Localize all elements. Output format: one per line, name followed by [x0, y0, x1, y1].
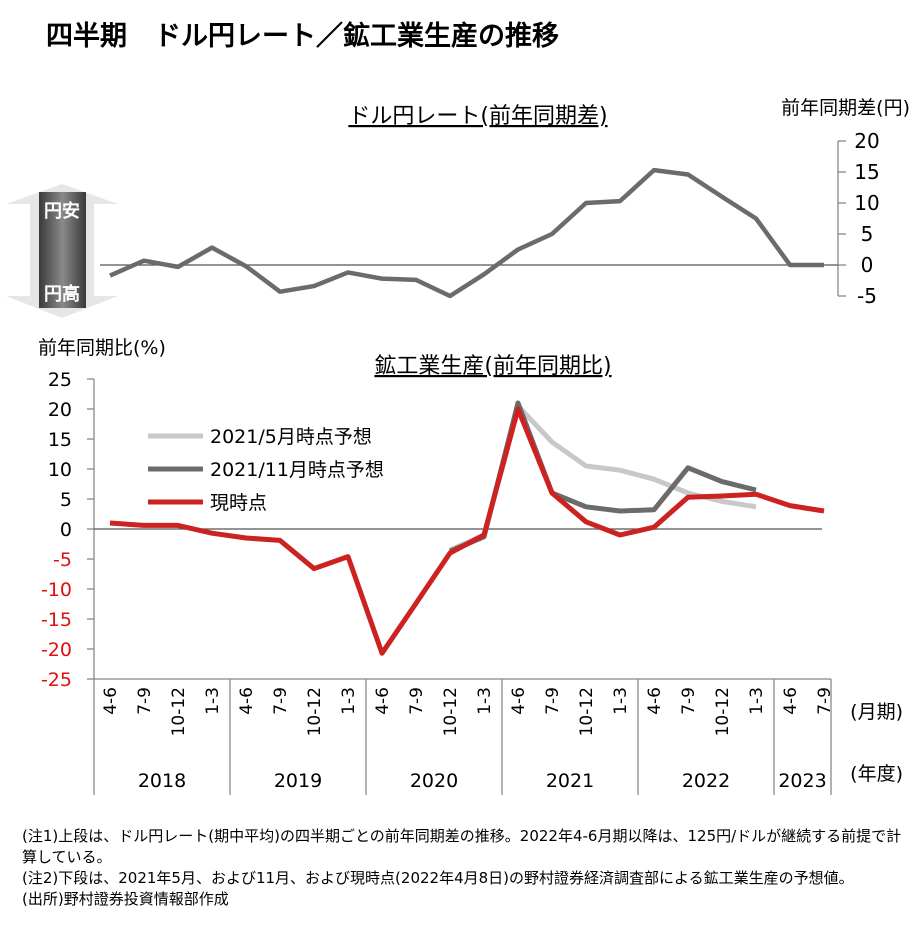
lower-y-tick-label: 20 — [48, 399, 72, 421]
upper-y-tick-label: 5 — [861, 222, 874, 246]
lower-y-tick-label: -5 — [53, 549, 72, 571]
x-tick-label: 10-12 — [441, 687, 461, 736]
legend-label: 2021/5月時点予想 — [210, 426, 372, 448]
arrow-label-weak-yen: 円安 — [44, 200, 80, 222]
lower-y-tick-label: 0 — [60, 519, 72, 541]
lower-chart-industrial-production: 前年同期比(%) 鉱工業生産(前年同期比) 25 20 15 10 5 0 -5 -10 -15 -2… — [38, 337, 903, 795]
x-tick-label: 7-9 — [271, 687, 291, 715]
lower-y-tick-label: -20 — [41, 639, 72, 661]
footnotes: (注1)上段は、ドル円レート(期中平均)の四半期ごとの前年同期差の推移。2022… — [22, 826, 902, 910]
x-tick-label: 1-3 — [611, 687, 631, 715]
lower-y-tick-label: 15 — [48, 429, 72, 451]
x-tick-label: 1-3 — [747, 687, 767, 715]
year-label: 2019 — [274, 770, 322, 792]
x-tick-label: 10-12 — [305, 687, 325, 736]
year-label: 2020 — [410, 770, 458, 792]
x-tick-label: 7-9 — [679, 687, 699, 715]
x-tick-label: 1-3 — [475, 687, 495, 715]
year-label: 2018 — [138, 770, 186, 792]
lower-y-axis-label: 前年同期比(%) — [38, 337, 166, 359]
x-tick-label: 4-6 — [645, 687, 665, 715]
upper-y-tick-label: 15 — [854, 160, 879, 184]
upper-y-tick-label: -5 — [857, 284, 877, 308]
lower-y-tick-label: 25 — [48, 369, 72, 391]
year-label: 2021 — [546, 770, 594, 792]
lower-chart-title: 鉱工業生産(前年同期比) — [374, 354, 611, 379]
upper-series-line — [109, 167, 824, 299]
x-tick-label: 4-6 — [781, 687, 801, 715]
series-line-3 — [109, 406, 825, 656]
upper-y-tick-label: 20 — [854, 129, 879, 153]
note-1: (注1)上段は、ドル円レート(期中平均)の四半期ごとの前年同期差の推移。2022… — [22, 827, 902, 866]
x-tick-label: 7-9 — [407, 687, 427, 715]
year-label: 2023 — [778, 770, 826, 792]
upper-y-axis-label: 前年同期差(円) — [781, 97, 910, 119]
note-2: (注2)下段は、2021年5月、および11月、および現時点(2022年4月8日)… — [22, 869, 854, 887]
upper-y-tick-label: 0 — [861, 253, 874, 277]
arrow-label-strong-yen: 円高 — [44, 283, 80, 305]
source-note: (出所)野村證券投資情報部作成 — [22, 890, 229, 908]
x-tick-label: 10-12 — [713, 687, 733, 736]
x-tick-label: 7-9 — [815, 687, 835, 715]
lower-y-tick-label: -25 — [41, 669, 72, 691]
upper-chart-title: ドル円レート(前年同期差) — [348, 104, 607, 129]
x-tick-label: 4-6 — [101, 687, 121, 715]
lower-y-tick-label: -10 — [41, 579, 72, 601]
legend-label: 現時点 — [210, 492, 267, 514]
x-tick-label: 4-6 — [509, 687, 529, 715]
x-tick-label: 7-9 — [135, 687, 155, 715]
x-tick-label: 7-9 — [543, 687, 563, 715]
x-tick-label: 1-3 — [339, 687, 359, 715]
legend-label: 2021/11月時点予想 — [210, 459, 384, 481]
page-title: 四半期 ドル円レート／鉱工業生産の推移 — [46, 21, 559, 52]
year-axis-unit-label: (年度) — [850, 763, 903, 785]
upper-y-tick-label: 10 — [854, 191, 879, 215]
x-axis-unit-label: (月期) — [850, 701, 903, 723]
year-label: 2022 — [682, 770, 730, 792]
x-tick-label: 4-6 — [237, 687, 257, 715]
x-tick-label: 10-12 — [577, 687, 597, 736]
x-tick-label: 4-6 — [373, 687, 393, 715]
x-tick-label: 10-12 — [169, 687, 189, 736]
lower-y-tick-label: -15 — [41, 609, 72, 631]
lower-y-tick-label: 5 — [60, 489, 72, 511]
lower-y-tick-label: 10 — [48, 459, 72, 481]
x-tick-label: 1-3 — [203, 687, 223, 715]
